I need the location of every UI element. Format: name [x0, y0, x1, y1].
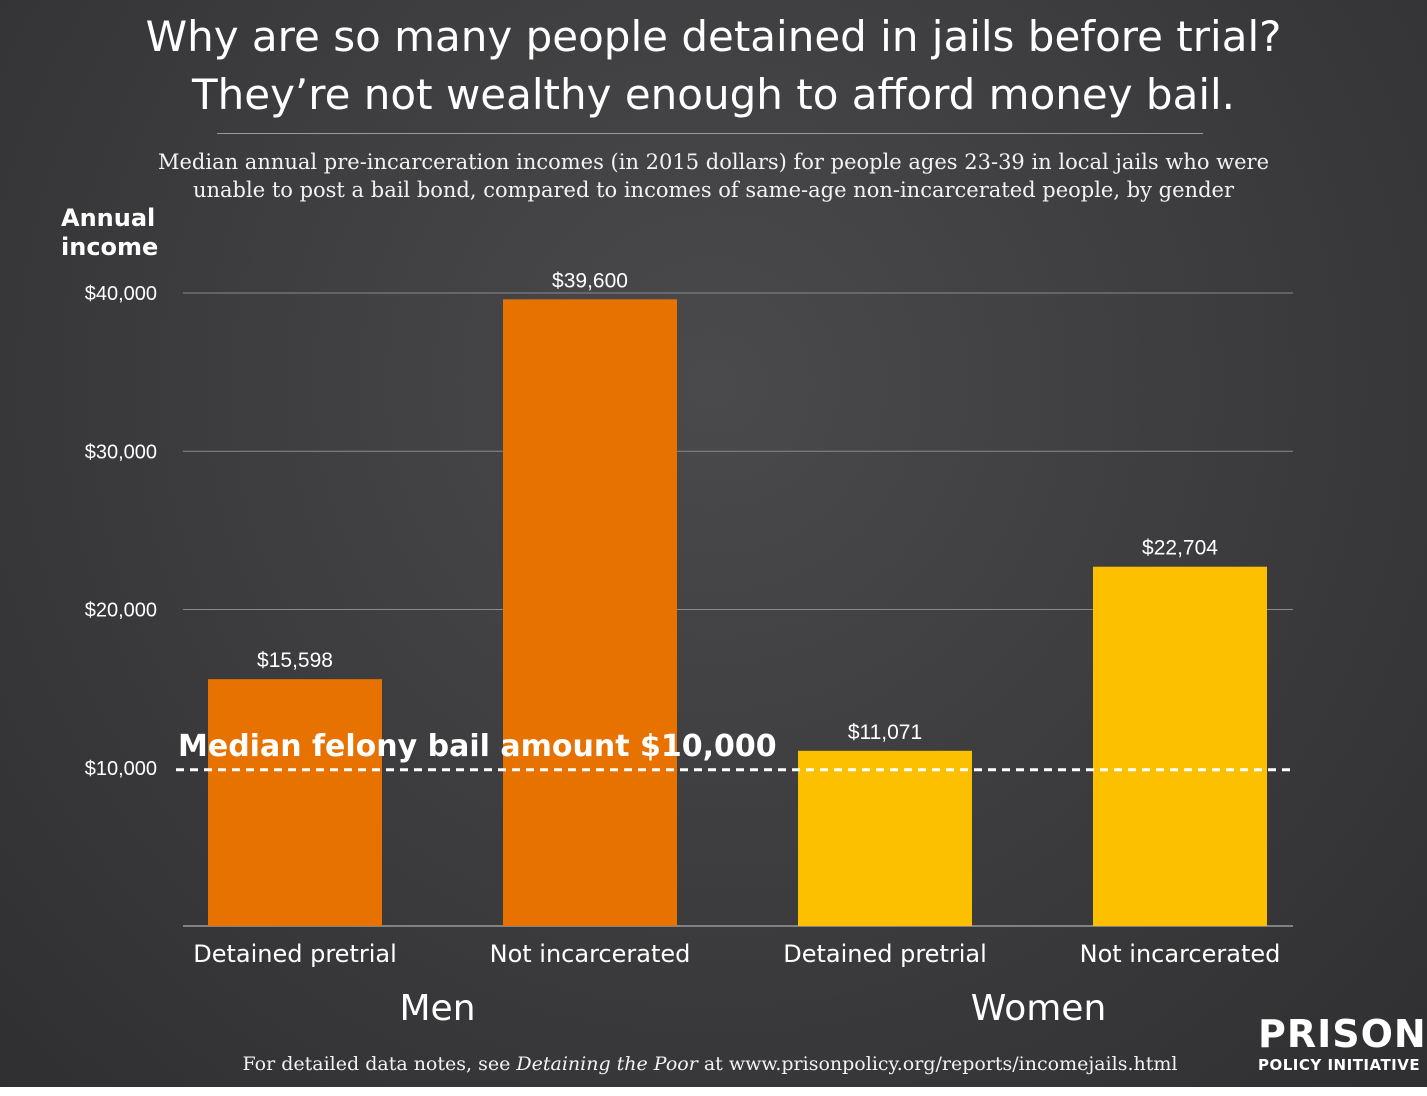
data-notes-footer: For detailed data notes, see Detaining t…	[0, 1053, 1420, 1075]
title-line-2: They’re not wealthy enough to afford mon…	[191, 70, 1236, 119]
bar-data-label: $15,598	[257, 649, 333, 672]
chart-subtitle: Median annual pre-incarceration incomes …	[150, 148, 1277, 204]
bar	[208, 679, 382, 926]
bar	[503, 299, 677, 927]
y-tick-label: $30,000	[85, 441, 157, 463]
x-category-label: Not incarcerated	[490, 940, 691, 968]
chart-title: Why are so many people detained in jails…	[0, 8, 1427, 124]
x-category-label: Detained pretrial	[193, 940, 397, 968]
bottom-edge	[0, 1087, 1427, 1096]
x-category-label: Not incarcerated	[1080, 940, 1281, 968]
group-label-women: Women	[971, 988, 1107, 1029]
subtitle-line-2: unable to post a bail bond, compared to …	[192, 178, 1234, 202]
x-category-label: Detained pretrial	[783, 940, 987, 968]
bar-data-label: $39,600	[552, 269, 628, 292]
group-label-men: Men	[399, 988, 475, 1029]
y-axis-label: Annual income	[61, 204, 158, 262]
y-axis-label-line-1: Annual	[61, 204, 156, 232]
bar	[1093, 566, 1267, 926]
footer-suffix: at www.prisonpolicy.org/reports/incomeja…	[697, 1053, 1178, 1075]
subtitle-line-1: Median annual pre-incarceration incomes …	[157, 150, 1270, 174]
bar-data-label: $22,704	[1142, 537, 1218, 560]
y-tick-label: $40,000	[85, 283, 157, 305]
footer-prefix: For detailed data notes, see	[242, 1053, 517, 1075]
bar-data-label: $11,071	[848, 721, 922, 744]
y-axis-label-line-2: income	[61, 233, 159, 261]
y-tick-label: $10,000	[85, 758, 157, 780]
footer-report-title: Detaining the Poor	[516, 1053, 698, 1075]
y-tick-label: $20,000	[85, 600, 157, 622]
title-divider	[217, 133, 1203, 134]
prison-policy-initiative-logo: PRISON POLICY INITIATIVE	[1258, 1012, 1427, 1074]
title-line-1: Why are so many people detained in jails…	[145, 12, 1282, 61]
bail-reference-label: Median felony bail amount $10,000	[178, 729, 777, 764]
bar	[798, 750, 972, 926]
logo-prison: PRISON	[1258, 1012, 1427, 1056]
logo-policy-initiative: POLICY INITIATIVE	[1258, 1056, 1421, 1074]
